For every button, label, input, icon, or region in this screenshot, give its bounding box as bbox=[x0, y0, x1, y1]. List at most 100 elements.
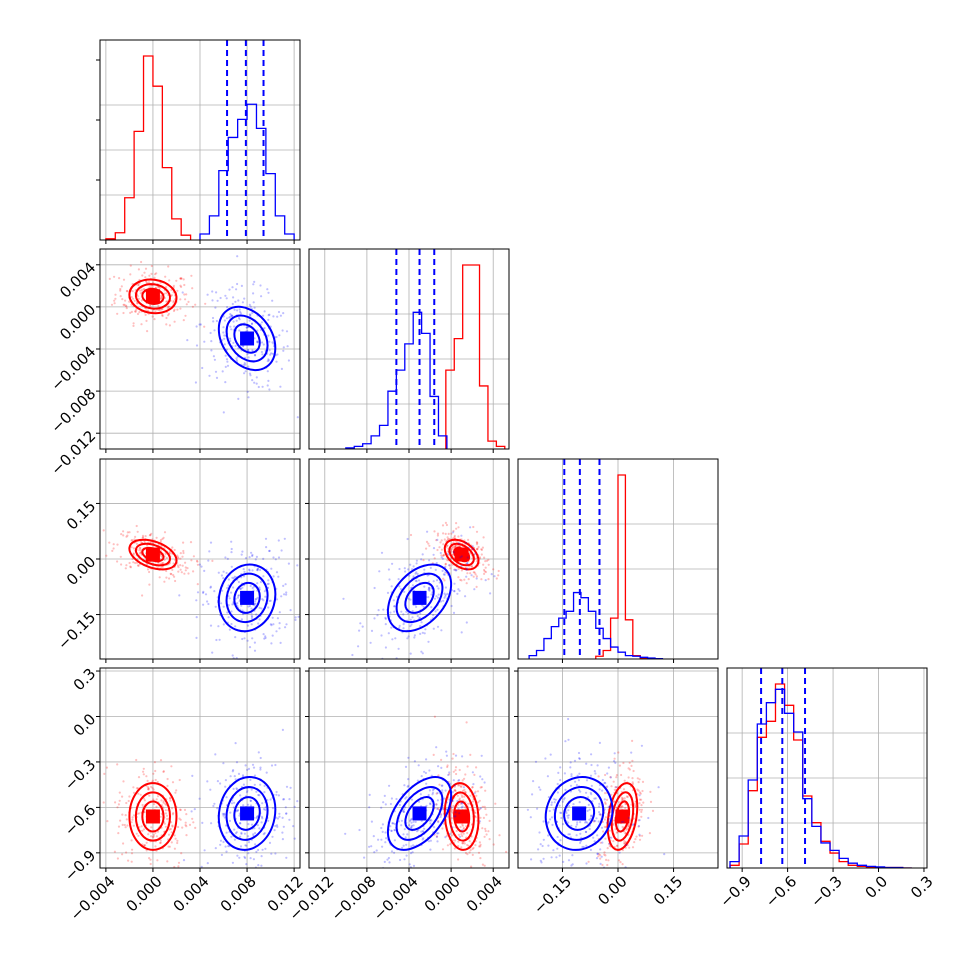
scatter-point-blue bbox=[443, 592, 446, 595]
scatter-point-blue bbox=[582, 845, 585, 849]
scatter-point-blue bbox=[386, 591, 390, 595]
scatter-point-blue bbox=[278, 334, 281, 337]
scatter-point-red bbox=[478, 845, 481, 848]
scatter-point-blue bbox=[416, 614, 419, 618]
scatter-point-red bbox=[133, 299, 136, 302]
scatter-point-red bbox=[445, 523, 448, 527]
scatter-point-blue bbox=[550, 856, 553, 859]
y-tick-label: −0.6 bbox=[61, 801, 99, 839]
scatter-point-blue bbox=[484, 579, 487, 582]
scatter-point-blue bbox=[593, 770, 596, 773]
scatter-point-blue bbox=[278, 622, 281, 625]
scatter-point-blue bbox=[266, 360, 269, 363]
scatter-point-blue bbox=[242, 804, 245, 807]
scatter-point-red bbox=[151, 315, 154, 318]
scatter-point-red bbox=[150, 835, 153, 838]
scatter-point-red bbox=[457, 567, 460, 571]
scatter-point-red bbox=[182, 278, 185, 281]
scatter-point-blue bbox=[403, 858, 406, 861]
scatter-point-blue bbox=[453, 582, 456, 585]
scatter-point-blue bbox=[230, 547, 233, 551]
scatter-point-blue bbox=[412, 844, 415, 847]
scatter-point-blue bbox=[386, 858, 389, 861]
scatter-point-blue bbox=[264, 806, 267, 809]
scatter-point-blue bbox=[436, 791, 439, 795]
scatter-point-blue bbox=[419, 632, 422, 636]
scatter-point-red bbox=[113, 299, 116, 302]
scatter-point-red bbox=[117, 832, 120, 835]
scatter-point-red bbox=[470, 865, 473, 868]
scatter-point-red bbox=[475, 541, 478, 544]
scatter-point-blue bbox=[281, 838, 284, 841]
scatter-point-red bbox=[450, 550, 453, 553]
scatter-point-blue bbox=[409, 563, 412, 566]
scatter-point-blue bbox=[475, 577, 478, 580]
scatter-point-blue bbox=[422, 605, 425, 608]
scatter-point-red bbox=[167, 845, 170, 848]
scatter-point-red bbox=[166, 817, 169, 821]
scatter-point-red bbox=[476, 548, 479, 551]
scatter-point-red bbox=[185, 825, 188, 828]
scatter-point-blue bbox=[190, 810, 193, 813]
scatter-point-blue bbox=[538, 831, 541, 834]
scatter-point-red bbox=[442, 543, 445, 546]
scatter-point-blue bbox=[474, 552, 477, 555]
scatter-point-blue bbox=[262, 343, 265, 346]
scatter-point-blue bbox=[403, 590, 406, 593]
scatter-point-red bbox=[628, 768, 632, 771]
scatter-point-blue bbox=[267, 291, 270, 294]
scatter-point-blue bbox=[268, 841, 272, 845]
scatter-point-blue bbox=[181, 291, 184, 294]
scatter-point-blue bbox=[428, 589, 431, 592]
scatter-point-blue bbox=[637, 824, 641, 828]
scatter-point-red bbox=[141, 536, 144, 539]
scatter-point-blue bbox=[249, 799, 252, 802]
scatter-point-blue bbox=[607, 817, 610, 821]
scatter-point-red bbox=[141, 534, 145, 537]
scatter-point-blue bbox=[248, 556, 251, 559]
scatter-point-blue bbox=[224, 845, 227, 848]
scatter-point-blue bbox=[351, 653, 354, 657]
scatter-point-blue bbox=[223, 816, 226, 819]
scatter-point-red bbox=[456, 794, 459, 797]
scatter-point-red bbox=[627, 824, 630, 827]
scatter-point-blue bbox=[274, 558, 277, 561]
scatter-point-blue bbox=[404, 836, 407, 839]
scatter-point-blue bbox=[234, 625, 237, 628]
y-tick-label: 0.0 bbox=[70, 710, 100, 740]
scatter-point-blue bbox=[261, 353, 264, 356]
scatter-point-blue bbox=[569, 766, 572, 769]
scatter-point-blue bbox=[237, 594, 240, 597]
scatter-point-blue bbox=[231, 603, 234, 606]
scatter-point-blue bbox=[285, 623, 288, 626]
histogram-panel-2 bbox=[517, 458, 719, 663]
scatter-point-red bbox=[146, 309, 150, 312]
scatter-point-blue bbox=[256, 341, 259, 344]
scatter-point-blue bbox=[224, 556, 227, 559]
scatter-point-red bbox=[160, 308, 163, 311]
scatter-point-blue bbox=[282, 798, 285, 801]
density-peak-red bbox=[454, 547, 469, 562]
scatter-point-red bbox=[610, 873, 612, 875]
scatter-point-blue bbox=[556, 847, 559, 850]
contour-mid-blue bbox=[225, 314, 269, 363]
scatter-point-blue bbox=[388, 578, 391, 581]
scatter-point-blue bbox=[249, 313, 252, 316]
scatter-point-red bbox=[425, 540, 429, 544]
scatter-point-blue bbox=[288, 798, 291, 801]
scatter-point-red bbox=[119, 289, 122, 292]
scatter-point-blue bbox=[276, 617, 279, 620]
contour-outer-blue bbox=[544, 776, 614, 851]
scatter-point-blue bbox=[254, 558, 257, 561]
scatter-point-blue bbox=[219, 843, 222, 846]
scatter-point-blue bbox=[431, 793, 434, 796]
scatter-point-red bbox=[453, 847, 456, 850]
scatter-point-blue bbox=[211, 316, 215, 320]
scatter-point-blue bbox=[244, 764, 247, 767]
scatter-point-blue bbox=[570, 775, 573, 778]
scatter-point-red bbox=[473, 773, 476, 777]
scatter-point-blue bbox=[200, 865, 203, 868]
scatter-point-red bbox=[190, 559, 193, 562]
scatter-point-red bbox=[167, 312, 171, 315]
scatter-point-red bbox=[440, 548, 443, 551]
